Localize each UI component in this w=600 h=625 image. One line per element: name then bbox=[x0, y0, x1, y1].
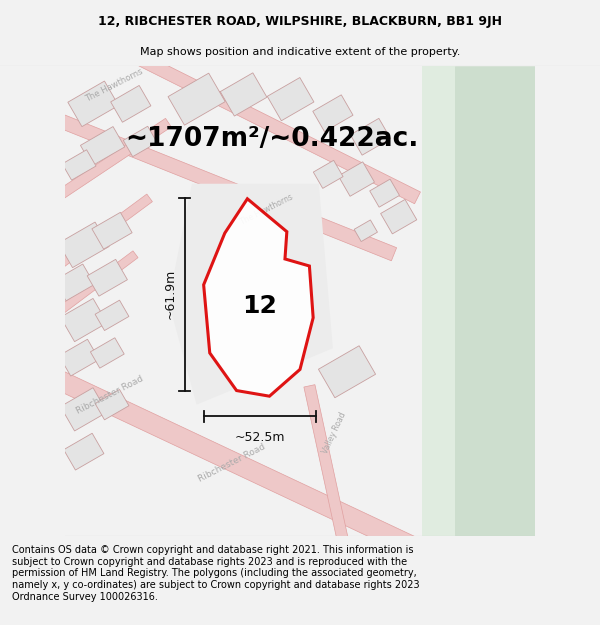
Polygon shape bbox=[220, 73, 267, 116]
Polygon shape bbox=[62, 150, 96, 180]
Polygon shape bbox=[350, 118, 391, 155]
Polygon shape bbox=[304, 384, 353, 561]
Text: 12: 12 bbox=[242, 294, 277, 318]
Text: Valley Road: Valley Road bbox=[321, 411, 348, 455]
Polygon shape bbox=[54, 264, 95, 301]
Polygon shape bbox=[203, 199, 313, 396]
Text: Ribchester Road: Ribchester Road bbox=[74, 374, 145, 416]
Polygon shape bbox=[110, 86, 151, 122]
Polygon shape bbox=[267, 78, 314, 121]
Polygon shape bbox=[37, 363, 445, 569]
Text: ~61.9m: ~61.9m bbox=[163, 269, 176, 319]
Text: ~52.5m: ~52.5m bbox=[235, 431, 286, 444]
Text: 12, RIBCHESTER ROAD, WILPSHIRE, BLACKBURN, BB1 9JH: 12, RIBCHESTER ROAD, WILPSHIRE, BLACKBUR… bbox=[98, 15, 502, 28]
Polygon shape bbox=[354, 220, 377, 241]
Polygon shape bbox=[87, 259, 127, 296]
Text: Map shows position and indicative extent of the property.: Map shows position and indicative extent… bbox=[140, 47, 460, 57]
Polygon shape bbox=[80, 127, 125, 166]
Text: Ribchester Road: Ribchester Road bbox=[197, 442, 267, 484]
Polygon shape bbox=[39, 194, 152, 281]
Polygon shape bbox=[95, 300, 129, 331]
Polygon shape bbox=[313, 161, 343, 188]
Polygon shape bbox=[313, 95, 353, 132]
Polygon shape bbox=[169, 184, 333, 404]
Polygon shape bbox=[92, 213, 132, 249]
Polygon shape bbox=[436, 66, 535, 536]
Polygon shape bbox=[91, 338, 124, 368]
Polygon shape bbox=[133, 51, 421, 204]
Polygon shape bbox=[338, 162, 374, 196]
Polygon shape bbox=[319, 346, 376, 398]
Polygon shape bbox=[370, 179, 400, 207]
Polygon shape bbox=[68, 81, 119, 127]
Text: Contains OS data © Crown copyright and database right 2021. This information is
: Contains OS data © Crown copyright and d… bbox=[12, 545, 419, 601]
Polygon shape bbox=[39, 107, 397, 261]
Text: ~1707m²/~0.422ac.: ~1707m²/~0.422ac. bbox=[125, 126, 418, 152]
Polygon shape bbox=[58, 222, 109, 268]
Polygon shape bbox=[422, 66, 455, 536]
Polygon shape bbox=[38, 118, 171, 211]
Polygon shape bbox=[95, 389, 129, 420]
Polygon shape bbox=[39, 251, 138, 328]
Text: The Hawthorns: The Hawthorns bbox=[239, 192, 295, 227]
Polygon shape bbox=[64, 433, 104, 470]
Polygon shape bbox=[61, 299, 107, 342]
Polygon shape bbox=[380, 199, 417, 234]
Polygon shape bbox=[61, 388, 107, 431]
Polygon shape bbox=[123, 126, 157, 157]
Polygon shape bbox=[59, 339, 99, 376]
Text: The Hawthorns: The Hawthorns bbox=[84, 67, 145, 104]
Polygon shape bbox=[168, 73, 225, 125]
